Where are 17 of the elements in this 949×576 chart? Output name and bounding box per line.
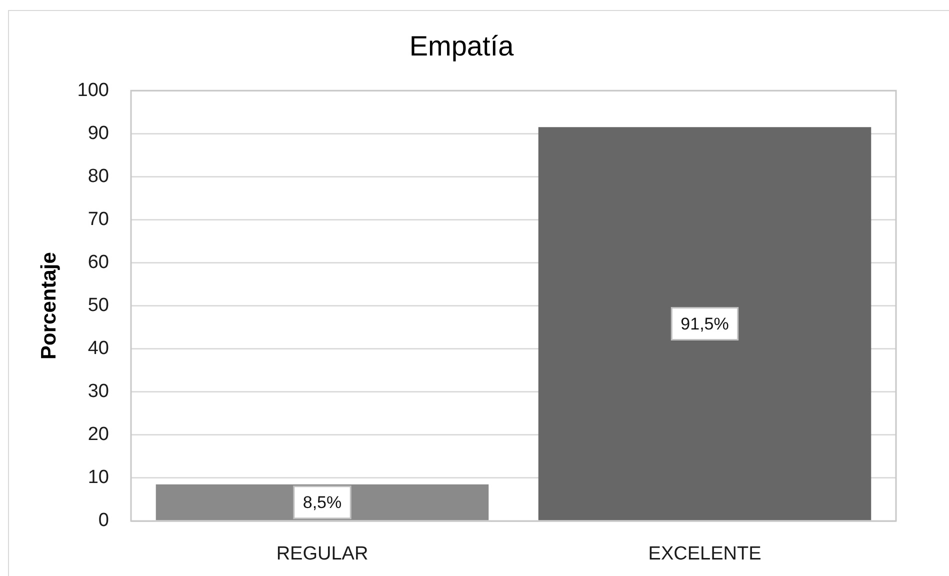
y-tick-label: 40: [88, 338, 109, 360]
chart-title: Empatía: [409, 30, 514, 62]
y-tick-label: 60: [88, 252, 109, 273]
y-axis-title: Porcentaje: [37, 252, 60, 360]
y-tick-label: 80: [88, 166, 109, 187]
y-tick-label: 0: [98, 510, 109, 532]
data-label: 91,5%: [680, 314, 729, 334]
y-tick-label: 50: [88, 295, 109, 316]
y-tick-label: 100: [77, 80, 109, 101]
x-tick-label: EXCELENTE: [648, 544, 762, 565]
y-tick-label: 90: [88, 122, 109, 144]
y-tick-label: 30: [88, 381, 109, 402]
y-tick-label: 70: [88, 208, 109, 230]
data-label: 8,5%: [302, 493, 342, 512]
y-tick-label: 10: [88, 467, 109, 488]
x-tick-label: REGULAR: [276, 544, 368, 565]
y-tick-label: 20: [88, 424, 109, 446]
